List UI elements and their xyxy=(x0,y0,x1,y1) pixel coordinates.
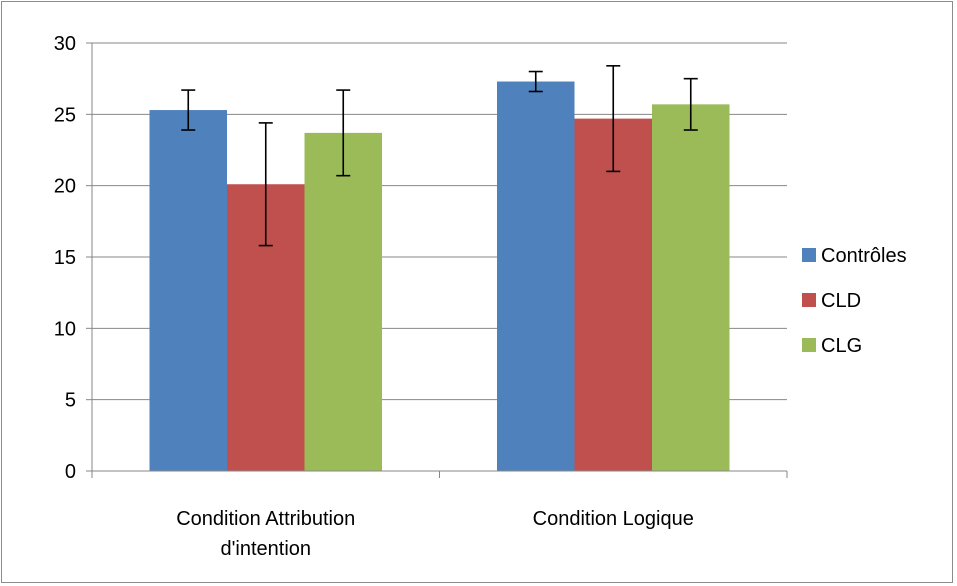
legend-label-contrôles: Contrôles xyxy=(821,245,907,267)
axes: 0 5 10 15 20 25 30 Condition Attribution d'inten… xyxy=(54,33,788,560)
legend-swatch-contrôles xyxy=(802,248,816,262)
bar-clg-0 xyxy=(304,132,382,471)
legend-label-cld: CLD xyxy=(821,290,861,312)
y-tick-label: 0 xyxy=(65,461,76,483)
bars xyxy=(149,81,730,472)
bar-clg-1 xyxy=(652,104,730,471)
y-tick-label: 20 xyxy=(54,176,76,198)
legend-swatch-cld xyxy=(802,293,816,307)
legend-label-clg: CLG xyxy=(821,335,862,357)
x-category-label: d'intention xyxy=(220,538,311,560)
error-bars xyxy=(181,65,698,247)
y-tick-label: 5 xyxy=(65,390,76,412)
bar-cld-1 xyxy=(574,118,652,471)
y-tick-label: 10 xyxy=(54,318,76,340)
legend-swatch-clg xyxy=(802,338,816,352)
y-tick-label: 25 xyxy=(54,104,76,126)
y-tick-label: 15 xyxy=(54,247,76,269)
bar-contrôles-1 xyxy=(497,81,575,472)
y-tick-label: 30 xyxy=(54,33,76,55)
bar-contrôles-0 xyxy=(149,110,227,471)
x-category-label: Condition Logique xyxy=(533,508,694,530)
legend: Contrôles CLD CLG xyxy=(802,245,907,357)
x-category-label: Condition Attribution xyxy=(176,508,355,530)
